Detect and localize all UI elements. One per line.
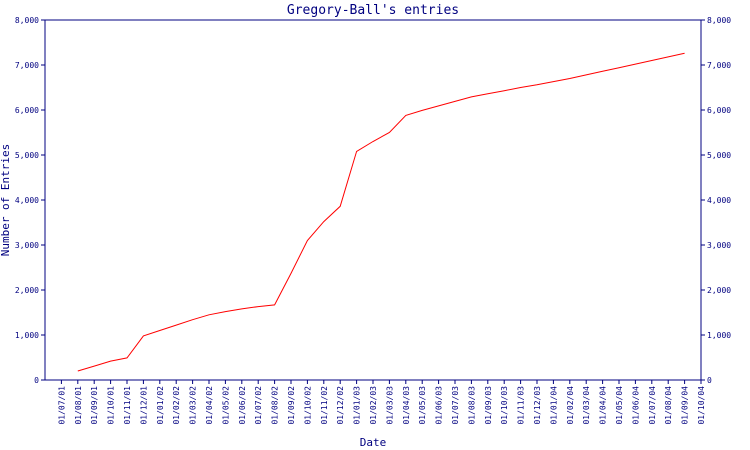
x-tick-label: 01/09/04 <box>681 386 690 425</box>
x-tick-label: 01/03/02 <box>189 386 198 425</box>
x-axis-label: Date <box>360 436 387 449</box>
x-tick-label: 01/07/03 <box>451 386 460 425</box>
x-tick-label: 01/01/04 <box>549 386 558 425</box>
y-tick-label-left: 8,000 <box>15 16 39 25</box>
x-tick-label: 01/07/01 <box>57 386 66 425</box>
y-tick-label-right: 1,000 <box>707 331 731 340</box>
x-tick-label: 01/11/03 <box>517 386 526 425</box>
x-tick-label: 01/06/03 <box>435 386 444 425</box>
x-tick-label: 01/10/01 <box>107 386 116 425</box>
y-tick-label-right: 7,000 <box>707 61 731 70</box>
x-tick-label: 01/06/04 <box>631 386 640 425</box>
x-tick-label: 01/07/04 <box>648 386 657 425</box>
y-tick-label-left: 7,000 <box>15 61 39 70</box>
x-tick-label: 01/03/04 <box>582 386 591 425</box>
y-tick-label-right: 5,000 <box>707 151 731 160</box>
series-line <box>77 52 685 372</box>
x-tick-label: 01/12/03 <box>533 386 542 425</box>
x-tick-label: 01/10/02 <box>303 386 312 425</box>
x-tick-label: 01/03/03 <box>385 386 394 425</box>
y-tick-label-left: 0 <box>34 376 39 385</box>
y-tick-label-left: 6,000 <box>15 106 39 115</box>
x-tick-label: 01/09/03 <box>484 386 493 425</box>
x-tick-label: 01/08/01 <box>74 386 83 425</box>
x-tick-label: 01/04/04 <box>599 386 608 425</box>
x-tick-label: 01/02/03 <box>369 386 378 425</box>
x-tick-label: 01/02/02 <box>172 386 181 425</box>
x-tick-label: 01/05/04 <box>615 386 624 425</box>
y-tick-label-right: 0 <box>707 376 712 385</box>
x-tick-label: 01/12/01 <box>139 386 148 425</box>
chart-title: Gregory-Ball's entries <box>287 3 459 18</box>
y-tick-label-right: 6,000 <box>707 106 731 115</box>
x-tick-label: 01/05/02 <box>221 386 230 425</box>
x-tick-label: 01/09/02 <box>287 386 296 425</box>
y-axis-ticks: 0 0 1,000 1,000 2,000 2,000 3,000 3,000 4,000 4,0… <box>15 16 731 385</box>
y-tick-label-right: 3,000 <box>707 241 731 250</box>
x-tick-label: 01/01/02 <box>156 386 165 425</box>
x-tick-label: 01/08/04 <box>664 386 673 425</box>
x-tick-label: 01/09/01 <box>90 386 99 425</box>
y-tick-label-right: 4,000 <box>707 196 731 205</box>
y-tick-label-left: 4,000 <box>15 196 39 205</box>
x-tick-label: 01/08/02 <box>271 386 280 425</box>
x-tick-label: 01/04/02 <box>205 386 214 425</box>
plot-frame <box>44 19 702 381</box>
x-tick-label: 01/04/03 <box>402 386 411 425</box>
x-tick-label: 01/10/03 <box>500 386 509 425</box>
x-tick-label: 01/11/01 <box>123 386 132 425</box>
y-tick-label-left: 1,000 <box>15 331 39 340</box>
y-tick-label-left: 2,000 <box>15 286 39 295</box>
y-tick-label-right: 8,000 <box>707 16 731 25</box>
y-axis-label: Number of Entries <box>0 144 12 257</box>
x-tick-label: 01/01/03 <box>353 386 362 425</box>
x-tick-label: 01/12/02 <box>336 386 345 425</box>
x-tick-label: 01/06/02 <box>238 386 247 425</box>
x-tick-label: 01/10/04 <box>697 386 706 425</box>
y-tick-label-left: 5,000 <box>15 151 39 160</box>
x-tick-label: 01/08/03 <box>467 386 476 425</box>
x-tick-label: 01/07/02 <box>254 386 263 425</box>
x-tick-label: 01/05/03 <box>418 386 427 425</box>
x-tick-label: 01/02/04 <box>566 386 575 425</box>
y-tick-label-left: 3,000 <box>15 241 39 250</box>
x-tick-label: 01/11/02 <box>320 386 329 425</box>
x-axis-ticks: 01/07/01 01/08/01 01/09/01 01/10/01 01/11/01… <box>57 380 706 425</box>
y-tick-label-right: 2,000 <box>707 286 731 295</box>
